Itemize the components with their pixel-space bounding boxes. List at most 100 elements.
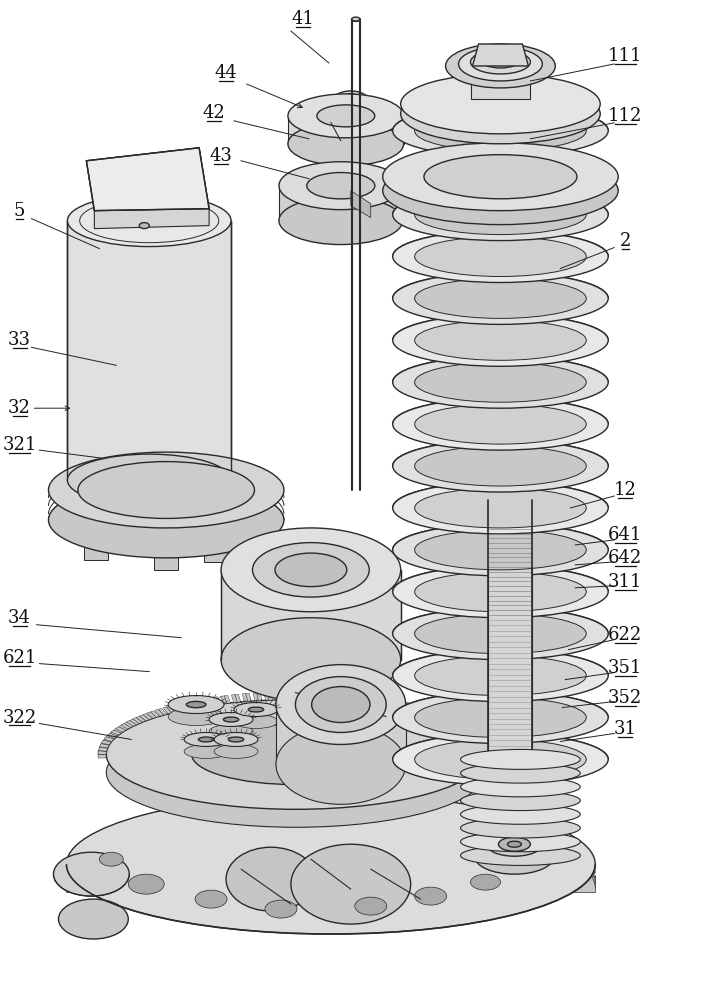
- Ellipse shape: [99, 852, 123, 866]
- Ellipse shape: [415, 656, 586, 696]
- Polygon shape: [94, 209, 209, 229]
- Ellipse shape: [66, 794, 596, 934]
- Polygon shape: [204, 512, 228, 562]
- Polygon shape: [351, 191, 371, 218]
- Ellipse shape: [106, 700, 486, 809]
- Ellipse shape: [49, 452, 284, 528]
- Ellipse shape: [317, 105, 375, 127]
- Text: 43: 43: [210, 147, 232, 165]
- Ellipse shape: [474, 826, 554, 862]
- Ellipse shape: [339, 94, 363, 108]
- Polygon shape: [155, 708, 167, 716]
- Text: 311: 311: [608, 573, 643, 591]
- Ellipse shape: [474, 838, 554, 874]
- Ellipse shape: [508, 841, 522, 847]
- Ellipse shape: [383, 143, 618, 211]
- Ellipse shape: [307, 173, 375, 199]
- Polygon shape: [68, 221, 231, 480]
- Ellipse shape: [393, 231, 608, 282]
- Ellipse shape: [470, 50, 530, 74]
- Ellipse shape: [223, 717, 239, 722]
- Ellipse shape: [415, 237, 586, 276]
- Ellipse shape: [214, 732, 258, 746]
- Polygon shape: [371, 697, 382, 705]
- Ellipse shape: [415, 530, 586, 570]
- Polygon shape: [127, 719, 139, 726]
- Ellipse shape: [288, 94, 403, 138]
- Ellipse shape: [401, 84, 601, 144]
- Polygon shape: [133, 716, 146, 723]
- Polygon shape: [163, 706, 175, 714]
- Polygon shape: [390, 700, 401, 708]
- Ellipse shape: [184, 744, 228, 758]
- Ellipse shape: [195, 890, 227, 908]
- Polygon shape: [481, 741, 492, 748]
- Polygon shape: [483, 744, 494, 751]
- Ellipse shape: [209, 724, 253, 738]
- Polygon shape: [475, 734, 488, 741]
- Ellipse shape: [415, 404, 586, 444]
- Ellipse shape: [446, 44, 555, 88]
- Polygon shape: [221, 695, 231, 704]
- Polygon shape: [484, 747, 494, 755]
- Ellipse shape: [352, 17, 360, 21]
- Ellipse shape: [424, 155, 577, 199]
- Text: 44: 44: [215, 64, 237, 82]
- Polygon shape: [408, 704, 420, 712]
- Polygon shape: [87, 148, 209, 211]
- Ellipse shape: [58, 899, 128, 939]
- Ellipse shape: [139, 223, 149, 229]
- Ellipse shape: [458, 47, 542, 81]
- Text: 352: 352: [608, 689, 642, 707]
- Text: 111: 111: [608, 47, 643, 65]
- Ellipse shape: [276, 724, 406, 804]
- Polygon shape: [417, 706, 429, 714]
- Text: 322: 322: [2, 709, 37, 727]
- Ellipse shape: [234, 715, 278, 728]
- Polygon shape: [139, 713, 153, 721]
- Polygon shape: [121, 722, 134, 729]
- Polygon shape: [279, 186, 403, 221]
- Polygon shape: [489, 500, 532, 839]
- Polygon shape: [446, 716, 459, 723]
- Polygon shape: [351, 694, 360, 703]
- Ellipse shape: [221, 618, 401, 702]
- Ellipse shape: [460, 791, 580, 811]
- Ellipse shape: [106, 718, 486, 827]
- Ellipse shape: [78, 462, 255, 518]
- Ellipse shape: [415, 488, 586, 528]
- Ellipse shape: [199, 737, 214, 742]
- Polygon shape: [147, 711, 160, 718]
- Ellipse shape: [393, 440, 608, 492]
- Polygon shape: [361, 695, 371, 704]
- Ellipse shape: [279, 197, 403, 245]
- Ellipse shape: [168, 696, 224, 714]
- Ellipse shape: [460, 845, 580, 865]
- Ellipse shape: [249, 707, 264, 712]
- Ellipse shape: [187, 701, 206, 708]
- Ellipse shape: [333, 91, 369, 111]
- Ellipse shape: [184, 732, 228, 746]
- Polygon shape: [107, 731, 120, 738]
- Text: 5: 5: [14, 202, 25, 220]
- Ellipse shape: [275, 553, 347, 587]
- Text: 112: 112: [608, 107, 642, 125]
- Polygon shape: [99, 744, 109, 751]
- Ellipse shape: [393, 692, 608, 743]
- Polygon shape: [66, 876, 596, 892]
- Polygon shape: [460, 149, 541, 739]
- Ellipse shape: [393, 608, 608, 660]
- Polygon shape: [341, 693, 350, 702]
- Text: 12: 12: [614, 481, 636, 499]
- Ellipse shape: [355, 897, 386, 915]
- Ellipse shape: [460, 777, 580, 797]
- Polygon shape: [101, 737, 113, 745]
- Ellipse shape: [415, 572, 586, 612]
- Text: 622: 622: [608, 626, 642, 644]
- Ellipse shape: [415, 278, 586, 318]
- Polygon shape: [432, 711, 445, 718]
- Ellipse shape: [265, 900, 297, 918]
- Polygon shape: [181, 702, 192, 710]
- Ellipse shape: [383, 157, 618, 225]
- Ellipse shape: [234, 703, 278, 717]
